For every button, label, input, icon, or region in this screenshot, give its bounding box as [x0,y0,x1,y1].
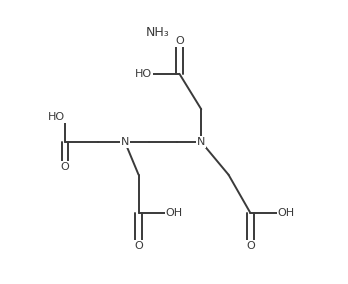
Text: OH: OH [166,208,183,218]
Text: HO: HO [48,112,65,122]
Text: O: O [175,36,184,46]
Text: OH: OH [278,208,295,218]
Text: NH₃: NH₃ [146,26,169,39]
Text: O: O [134,241,143,250]
Text: HO: HO [135,69,152,79]
Text: O: O [246,241,255,250]
Text: N: N [121,137,129,147]
Text: N: N [197,137,205,147]
Text: O: O [61,162,69,172]
